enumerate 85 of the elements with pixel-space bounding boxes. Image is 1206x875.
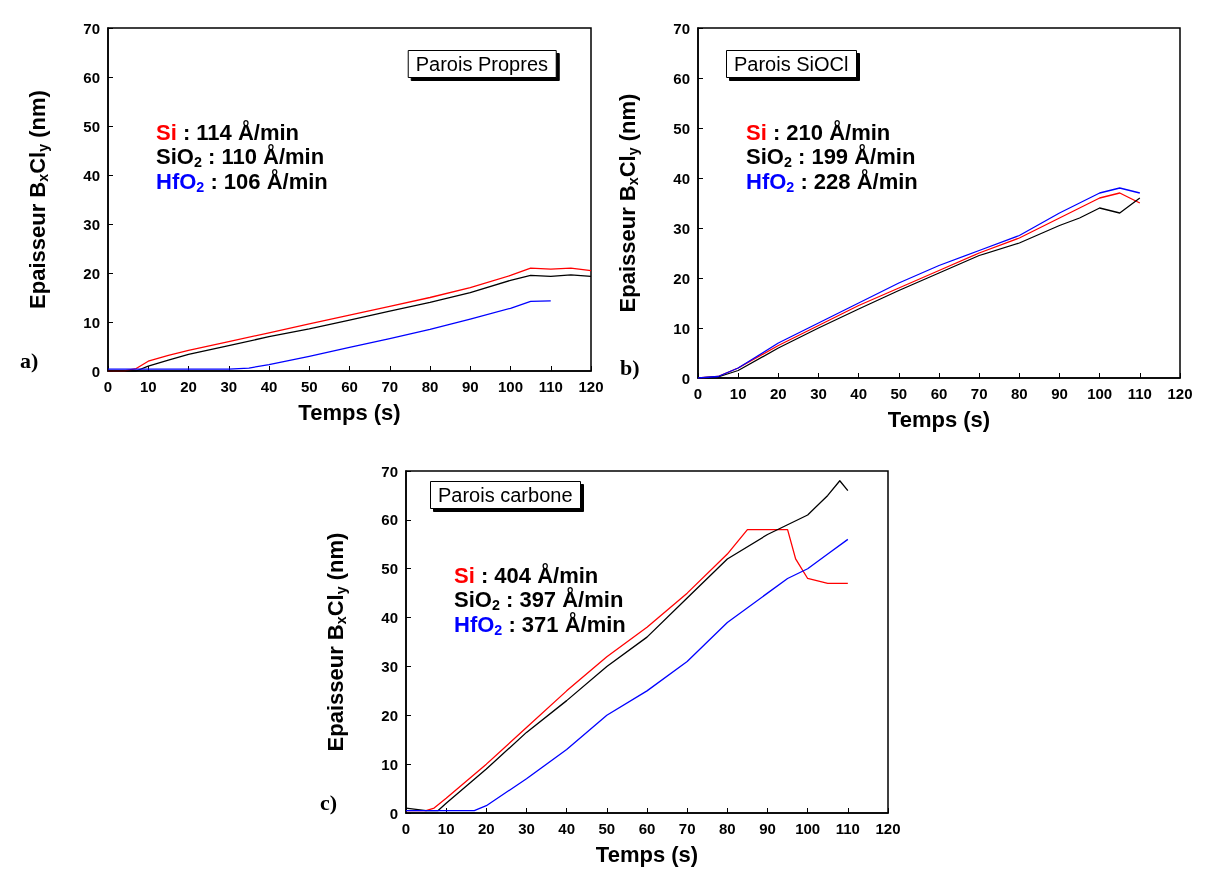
y-tick-label: 0 [91,362,100,380]
x-tick-label: 40 [558,820,576,837]
x-tick-label: 50 [300,378,318,395]
y-tick-label: 10 [83,313,100,331]
y-tick-label: 20 [381,706,398,724]
y-tick-label: 30 [381,657,398,675]
y-tick-label: 50 [673,119,690,137]
x-tick-label: 110 [835,820,860,837]
annotation: : 397 Å/min [499,585,624,612]
x-tick-label: 110 [1127,385,1152,402]
x-tick-label: 20 [180,378,197,395]
y-tick-label: 60 [381,511,398,529]
x-tick-label: 30 [810,385,827,402]
y-tick-label: 70 [381,462,398,480]
x-tick-label: 110 [538,378,563,395]
x-tick-label: 30 [518,820,535,837]
x-tick-label: 30 [220,378,238,395]
x-tick-label: 90 [1051,385,1068,402]
y-tick-label: 70 [83,19,100,37]
text: c) [320,789,338,815]
y-tick-label: 0 [389,804,398,822]
x-tick-label: 120 [578,378,604,395]
x-tick-label: 80 [1010,385,1028,402]
text: Parois carbone [438,484,573,506]
x-tick-label: 0 [401,820,411,837]
x-tick-label: 80 [718,820,736,837]
x-axis-title: Temps (s) [887,406,991,432]
x-tick-label: 50 [598,820,616,837]
annotation: : 404 Å/min [474,561,599,588]
x-tick-label: 70 [970,385,988,402]
y-tick-label: 20 [673,269,690,287]
line-series [107,300,552,370]
text: a) [20,347,39,373]
y-axis-title: Epaisseur BxCly (nm) [323,532,349,752]
x-tick-label: 40 [850,385,868,402]
text: Parois SiOCl [734,53,849,75]
x-tick-label: 100 [795,820,821,837]
y-tick-label: 60 [83,68,100,86]
x-tick-label: 100 [1087,385,1113,402]
text: Si [156,119,177,145]
y-axis-title: Epaisseur BxCly (nm) [615,93,641,313]
y-tick-label: 40 [381,609,398,627]
x-tick-label: 60 [930,385,948,402]
x-tick-label: 90 [759,820,776,837]
annotation: : 371 Å/min [502,611,626,637]
x-tick-label: 10 [437,820,455,837]
annotation: : 110 Å/min [201,142,325,169]
x-tick-label: 90 [461,378,479,395]
x-tick-label: 10 [729,385,747,402]
y-tick-label: 40 [673,169,690,187]
y-tick-label: 10 [381,755,398,773]
x-tick-label: 20 [477,820,495,837]
y-tick-label: 40 [83,166,100,184]
x-tick-label: 60 [341,378,358,395]
y-tick-label: 60 [673,69,690,87]
x-axis-title: Temps (s) [298,399,401,425]
y-tick-label: 70 [673,19,690,37]
x-tick-label: 20 [769,385,787,402]
x-tick-label: 120 [875,820,901,837]
x-tick-label: 100 [497,378,524,395]
text: Si [454,562,475,588]
annotation: : 199 Å/min [791,142,916,169]
y-tick-label: 30 [673,219,690,237]
x-axis-title: Temps (s) [595,841,699,867]
x-tick-label: 80 [421,378,439,395]
annotation: : 114 Å/min [176,118,300,145]
text: Parois Propres [415,53,549,75]
annotation: : 228 Å/min [794,168,918,194]
x-tick-label: 10 [139,378,157,395]
y-tick-label: 20 [83,264,100,282]
y-tick-label: 50 [381,560,398,578]
x-tick-label: 120 [1167,385,1193,402]
x-tick-label: 60 [638,820,656,837]
text: b) [620,354,640,380]
x-tick-label: 40 [260,378,278,395]
x-tick-label: 50 [890,385,908,402]
x-tick-label: 0 [103,378,113,395]
text: Si [746,119,767,145]
y-axis-title: Epaisseur BxCly (nm) [25,90,51,309]
annotation: : 210 Å/min [766,118,891,145]
annotation: : 106 Å/min [204,168,328,194]
y-tick-label: 30 [83,215,100,233]
x-tick-label: 0 [693,385,703,402]
y-tick-label: 50 [83,117,100,135]
y-tick-label: 10 [673,319,690,337]
